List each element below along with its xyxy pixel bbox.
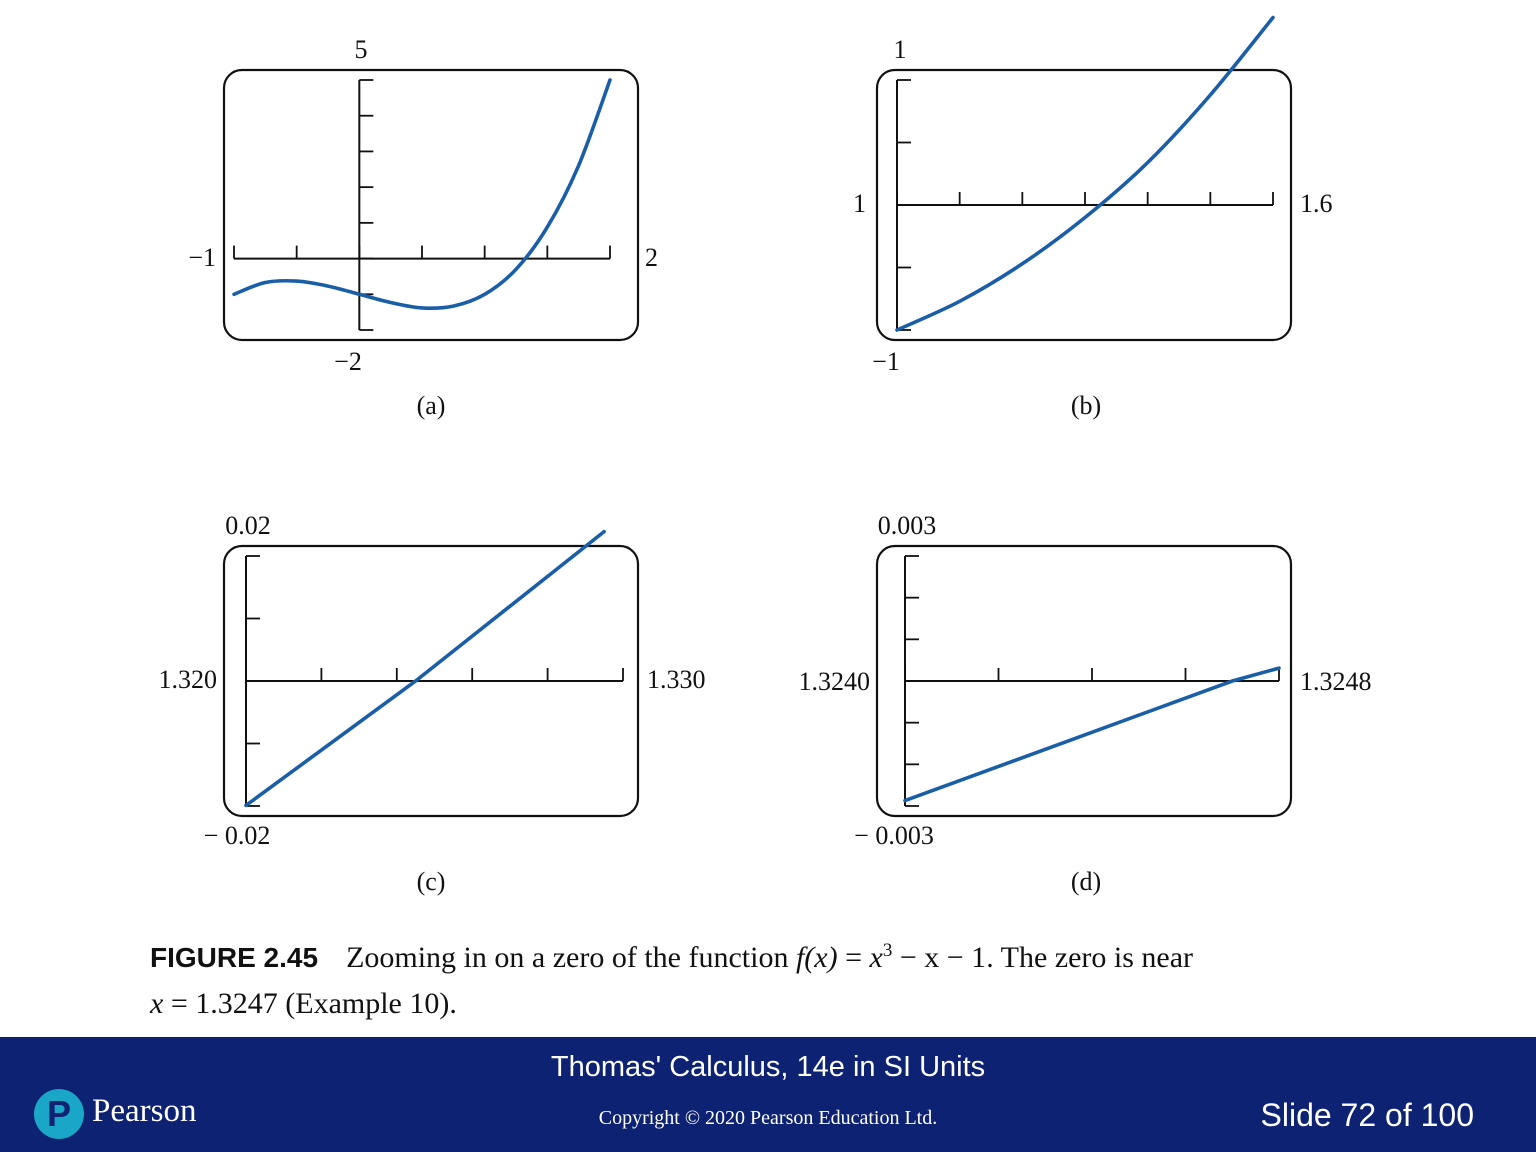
panel-c-ymin-label: − 0.02 <box>204 821 271 850</box>
panel-d-curve <box>903 666 1281 803</box>
panel-d-frame <box>875 544 1293 818</box>
panel-c-xmin-label: 1.320 <box>159 665 218 694</box>
panel-b-curve <box>895 15 1275 332</box>
panel-a-ymin-label: −2 <box>334 347 362 376</box>
figure-charts: 5 −2 −1 2 (a) 1 −1 1 1.6 (b) 0.02 − 0.02 1.320 1.330 (… <box>159 15 1372 896</box>
panel-d-ymin-label: − 0.003 <box>854 821 934 850</box>
panel-a-xmin-label: −1 <box>188 243 216 272</box>
panel-c-curve <box>244 529 606 808</box>
panel-a-curve <box>232 78 612 310</box>
figure-label: FIGURE 2.45 <box>150 942 319 973</box>
panel-b-ymax-label: 1 <box>894 35 907 64</box>
panel-c-label: (c) <box>417 867 446 896</box>
book-title: Thomas' Calculus, 14e in SI Units <box>550 1051 986 1083</box>
panel-b-frame <box>875 68 1293 342</box>
panel-d-xmin-label: 1.3240 <box>799 667 871 696</box>
panel-b-xmin-label: 1 <box>853 189 866 218</box>
caption-func-x: x <box>869 941 883 974</box>
slide-footer: P Pearson Thomas' Calculus, 14e in SI Un… <box>0 1037 1536 1152</box>
caption-func-rest: − x − 1 <box>892 941 987 974</box>
panel-d-label: (d) <box>1071 867 1101 896</box>
panel-a-xmax-label: 2 <box>645 243 658 272</box>
pearson-logo-text: Pearson <box>92 1093 197 1129</box>
panel-c-xmax-label: 1.330 <box>647 665 706 694</box>
panel-b-xmax-label: 1.6 <box>1300 189 1333 218</box>
panel-c-ymax-label: 0.02 <box>225 511 271 540</box>
caption-func-lhs: f(x) <box>795 941 838 974</box>
caption-func-exp: 3 <box>882 940 893 961</box>
caption-text-after: . The zero is near <box>986 941 1194 974</box>
panel-b-label: (b) <box>1071 391 1101 420</box>
caption-text-before: Zooming in on a zero of the function <box>346 941 796 974</box>
panel-a-frame <box>222 68 640 342</box>
slide-number: Slide 72 of 100 <box>1260 1097 1475 1133</box>
panel-d-xmax-label: 1.3248 <box>1300 667 1372 696</box>
panel-b-ymin-label: −1 <box>872 347 900 376</box>
panel-c-frame <box>222 544 640 818</box>
panel-a-label: (a) <box>417 391 446 420</box>
caption-eq: = <box>837 941 870 974</box>
panel-a-ymax-label: 5 <box>355 35 368 64</box>
caption-line2-var: x <box>150 987 164 1020</box>
pearson-logo-icon: P <box>34 1089 84 1139</box>
caption-line2-rest: = 1.3247 (Example 10). <box>163 987 457 1020</box>
copyright-text: Copyright © 2020 Pearson Education Ltd. <box>598 1107 938 1129</box>
figure-caption: FIGURE 2.45 Zooming in on a zero of the f… <box>150 928 1410 1027</box>
panel-d-ymax-label: 0.003 <box>878 511 937 540</box>
